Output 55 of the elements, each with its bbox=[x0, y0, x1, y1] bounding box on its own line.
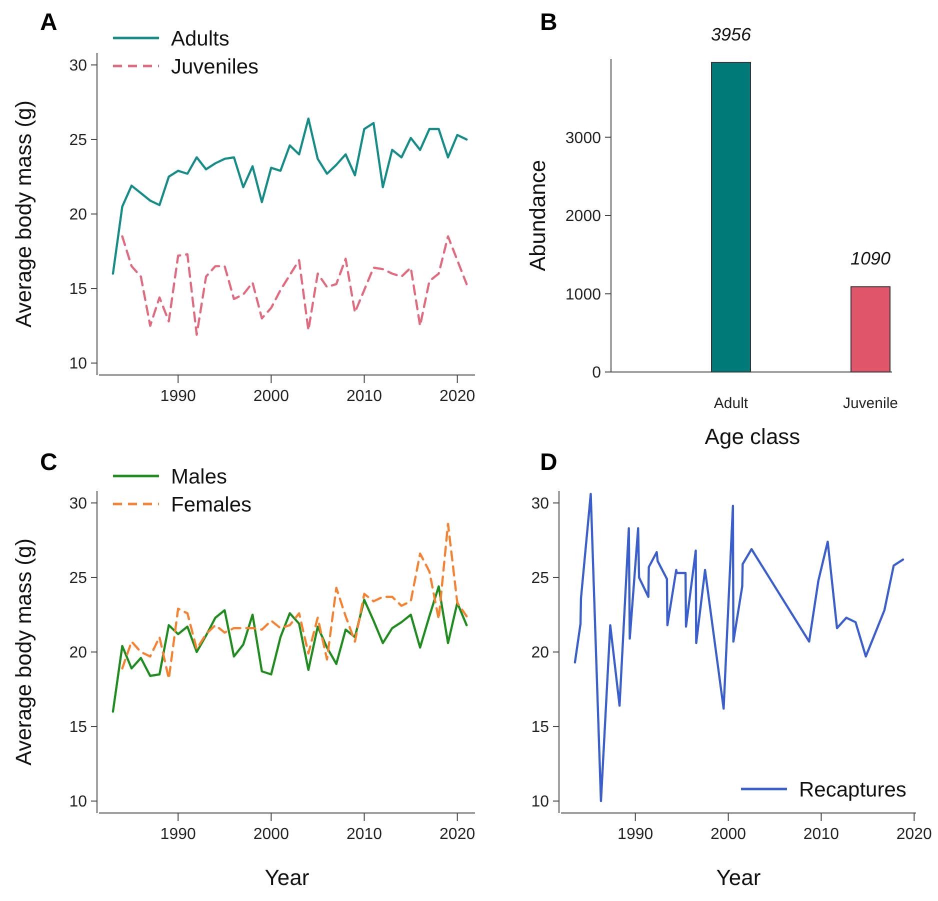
legend-label: Males bbox=[171, 465, 228, 488]
y-tick-label: 25 bbox=[69, 132, 88, 150]
y-tick-label: 15 bbox=[69, 719, 88, 736]
y-tick-label: 25 bbox=[531, 570, 550, 588]
y-tick-label: 15 bbox=[69, 281, 88, 298]
y-tick-label: 20 bbox=[69, 206, 88, 224]
chart-title: B bbox=[540, 9, 558, 36]
legend-label: Adults bbox=[171, 27, 230, 50]
y-tick-label: 20 bbox=[531, 644, 550, 662]
y-tick-label: 30 bbox=[69, 496, 88, 513]
x-tick-label: 2000 bbox=[253, 826, 290, 843]
x-tick-label: 2010 bbox=[346, 388, 382, 405]
y-axis-title: Abundance bbox=[525, 160, 550, 272]
x-axis-title: Year bbox=[264, 865, 310, 890]
y-axis-title: Average body mass (g) bbox=[11, 538, 36, 766]
y-tick-label: 20 bbox=[69, 644, 88, 662]
x-axis-title: Age class bbox=[704, 424, 800, 449]
y-tick-label: 10 bbox=[69, 794, 88, 811]
chart-title: D bbox=[540, 449, 558, 476]
y-tick-label: 15 bbox=[531, 719, 550, 736]
line-series bbox=[574, 492, 904, 802]
y-tick-label: 2000 bbox=[565, 208, 602, 226]
x-tick-label: 2010 bbox=[803, 826, 840, 843]
data-label: 3956 bbox=[710, 24, 752, 44]
x-tick-label: Adult bbox=[714, 395, 749, 412]
x-tick-label: 2020 bbox=[896, 826, 932, 843]
y-tick-label: 25 bbox=[69, 570, 88, 588]
y-axis-title: Average body mass (g) bbox=[11, 100, 36, 328]
y-tick-label: 10 bbox=[531, 794, 550, 811]
y-tick-label: 0 bbox=[592, 364, 602, 382]
y-tick-label: 3000 bbox=[565, 130, 602, 147]
line-series bbox=[112, 585, 468, 713]
x-tick-label: Juvenile bbox=[842, 395, 898, 412]
y-tick-label: 30 bbox=[531, 496, 550, 513]
y-tick-label: 10 bbox=[69, 356, 88, 373]
x-tick-label: 1990 bbox=[618, 826, 654, 843]
line-series bbox=[121, 522, 468, 680]
legend-label: Recaptures bbox=[799, 778, 906, 802]
legend-label: Juveniles bbox=[171, 55, 259, 78]
x-tick-label: 2000 bbox=[710, 826, 746, 843]
data-label: 1090 bbox=[850, 248, 891, 269]
x-tick-label: 1990 bbox=[160, 826, 196, 843]
x-tick-label: 2020 bbox=[440, 388, 476, 405]
x-tick-label: 2000 bbox=[253, 388, 290, 405]
chart-title: C bbox=[40, 449, 58, 476]
y-tick-label: 1000 bbox=[565, 286, 602, 304]
x-tick-label: 2020 bbox=[440, 826, 476, 843]
x-tick-label: 1990 bbox=[160, 388, 196, 405]
y-tick-label: 30 bbox=[69, 58, 88, 75]
chart-title: A bbox=[40, 9, 58, 36]
line-series bbox=[121, 235, 468, 336]
x-axis-title: Year bbox=[716, 865, 761, 890]
x-tick-label: 2010 bbox=[346, 826, 382, 843]
legend-label: Females bbox=[171, 493, 252, 516]
line-series bbox=[112, 117, 468, 275]
